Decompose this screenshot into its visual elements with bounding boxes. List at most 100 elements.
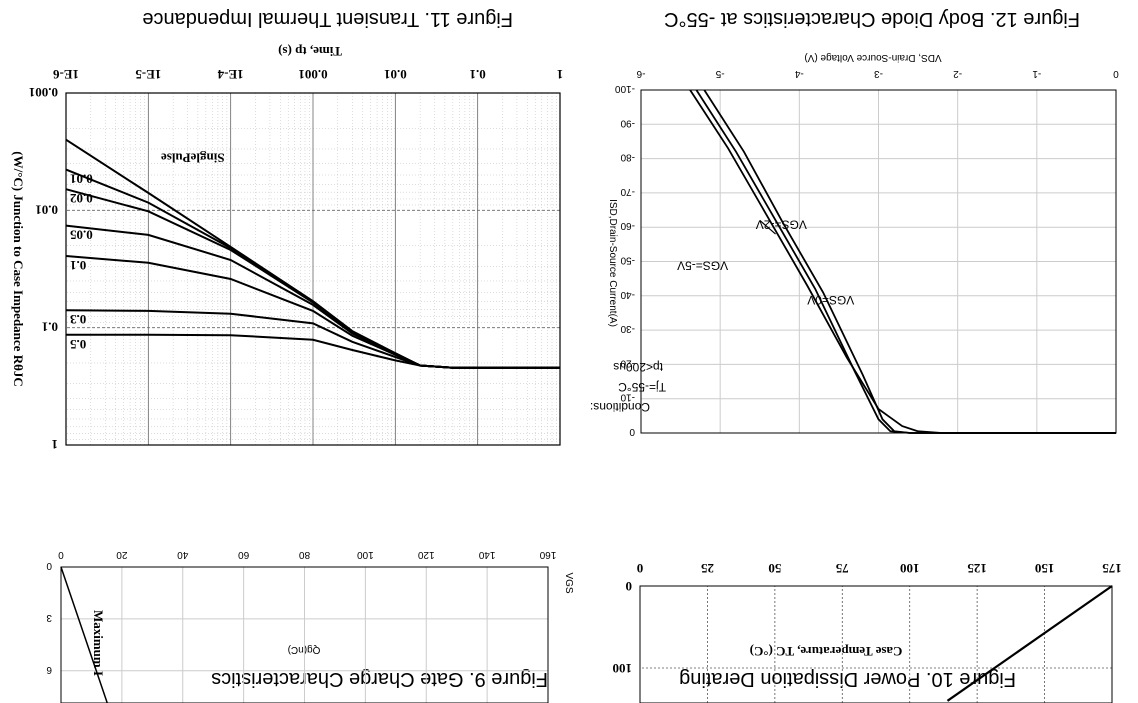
fig9-xtick-label: 160	[539, 549, 556, 560]
fig12-ytick-label: 0	[629, 426, 635, 437]
fig11-series-label: 0.01	[70, 172, 93, 187]
fig12-ytick-label: -80	[620, 152, 635, 163]
fig10-xlabel: Case Temperature, TC (°C)	[750, 644, 903, 659]
fig9-tick-labels: 0 20 40 60 80 100 120 140 160 0 3 6	[46, 549, 556, 675]
fig12-series-line	[703, 89, 1116, 434]
fig12-series-label: VGS=-5V	[677, 259, 728, 273]
fig9-xtick-label: 0	[58, 549, 64, 560]
fig12-arrow	[759, 219, 776, 235]
fig10-ylabel: Maximum I	[91, 610, 106, 676]
fig11-ylabel: (W/°C) Junction to Case Impedance RθJC	[11, 151, 26, 387]
fig11-xtick-label: 0.01	[384, 67, 407, 82]
fig11-transient-thermal-chart: Figure 11. Transient Thermal Impendance …	[11, 8, 563, 452]
fig10-xtick-label: 50	[768, 561, 781, 576]
fig9-xtick-label: 80	[299, 549, 311, 560]
fig10-xtick-label: 25	[700, 561, 714, 576]
fig10-xtick-label: 175	[1102, 561, 1122, 576]
fig11-series-label: 0.02	[70, 191, 93, 206]
fig12-tick-labels: -6 -5 -4 -3 -2 -1 0-100-90-80-70-60-50-40-30-2…	[615, 68, 1119, 437]
fig10-power-derating-chart: Figure 10. Power Dissipation Derating Ca…	[91, 561, 1122, 703]
fig12-plot-frame	[640, 89, 1117, 434]
fig10-ytick-label: 100	[613, 661, 633, 676]
fig11-xtick-label: 0.1	[470, 67, 486, 82]
fig12-xtick-label: -5	[715, 68, 724, 79]
fig9-ytick-label: 0	[46, 560, 52, 571]
fig12-xtick-label: -3	[874, 68, 883, 79]
fig12-xtick-label: 0	[1113, 68, 1119, 79]
fig12-ytick-label: -40	[620, 289, 635, 300]
fig11-xtick-label: 1	[557, 67, 564, 82]
fig12-tp: tp<200us	[613, 360, 663, 374]
fig9-gate-charge-chart: Figure 9. Gate Charge Characteristics Qg…	[46, 549, 574, 703]
fig11-tick-labels: 1E-6 1E-5 1E-4 0.001 0.01 0.1 1 0.001 0.01 0.1 1	[29, 67, 564, 452]
fig9-xtick-label: 100	[357, 549, 374, 560]
fig12-ytick-label: -100	[615, 83, 635, 94]
fig12-ytick-label: -90	[620, 117, 635, 128]
fig11-xtick-label: 1E-4	[217, 67, 244, 82]
fig12-ytick-label: -10	[620, 392, 635, 403]
fig12-series-label: VGS=-2V	[756, 217, 807, 231]
fig10-xtick-label: 150	[1035, 561, 1055, 576]
fig10-xtick-label: 125	[967, 561, 987, 576]
fig11-series-label: 0.05	[70, 228, 93, 243]
fig12-xtick-label: -2	[953, 68, 962, 79]
fig11-series-label: 0.1	[70, 258, 86, 273]
fig11-series-label: 0.3	[70, 312, 87, 327]
fig10-ytick-label: 0	[626, 579, 633, 594]
fig12-ytick-label: -70	[620, 186, 635, 197]
fig9-plot-frame	[60, 566, 549, 703]
fig10-title: Figure 10. Power Dissipation Derating	[679, 668, 1016, 690]
fig9-series	[60, 566, 115, 703]
fig11-ytick-label: 0.01	[35, 202, 58, 217]
fig11-ytick-label: 1	[52, 437, 59, 452]
fig12-xtick-label: -6	[636, 68, 645, 79]
fig9-series-line	[60, 566, 115, 703]
fig12-ytick-label: -30	[620, 323, 635, 334]
fig11-xtick-label: 1E-5	[135, 67, 162, 82]
fig10-plot-frame	[639, 585, 1113, 703]
fig11-grid	[65, 92, 561, 446]
fig10-xtick-label: 75	[835, 561, 849, 576]
fig9-title: Figure 9. Gate Charge Characteristics	[211, 668, 548, 690]
fig12-series: VGS=0V VGS=-2V VGS=-5V	[677, 89, 1116, 434]
fig9-ytick-label: 6	[46, 664, 52, 675]
fig12-conditions-title: Conditions:	[590, 400, 650, 414]
fig12-xlabel: VDS, Drain-Source Voltage (V)	[804, 52, 941, 63]
fig12-body-diode-chart: Figure 12. Body Diode Characteristics at…	[590, 8, 1119, 437]
fig12-ylabel: ISD,Drain-Source Current(A)	[607, 199, 618, 327]
fig12-series-label: VGS=0V	[807, 293, 854, 307]
fig11-series-label: SinglePulse	[161, 151, 225, 166]
fig12-xtick-label: -1	[1032, 68, 1041, 79]
fig12-ytick-label: -20	[620, 357, 635, 368]
fig10-series	[946, 585, 1113, 702]
fig10-tick-labels: 0 25 50 75 100 125 150 175 0 100	[613, 561, 1122, 676]
fig12-ytick-label: -50	[620, 255, 635, 266]
fig12-ytick-label: -60	[620, 220, 635, 231]
fig10-xtick-label: 100	[900, 561, 920, 576]
fig9-ylabel: VGS	[563, 572, 574, 593]
fig11-series-line	[66, 333, 560, 369]
fig11-title: Figure 11. Transient Thermal Impendance	[142, 8, 513, 30]
fig11-series: SinglePulse 0.01 0.02 0.05 0.1 0.3 0.5	[65, 138, 560, 369]
fig11-series-label: 0.5	[70, 337, 87, 352]
fig9-xtick-label: 40	[177, 549, 189, 560]
fig11-ytick-label: 0.001	[29, 85, 58, 100]
fig11-xlabel: Time, tp (s)	[278, 44, 342, 59]
fig12-annotations: Conditions: Tj=-55°C tp<200us	[590, 360, 666, 414]
fig12-xtick-label: -4	[794, 68, 803, 79]
fig11-ytick-label: 0.1	[42, 320, 58, 335]
fig11-xtick-label: 0.001	[298, 67, 327, 82]
fig10-xtick-label: 0	[637, 561, 644, 576]
fig9-xtick-label: 140	[478, 549, 495, 560]
fig10-series-line	[946, 585, 1113, 702]
fig9-ytick-label: 3	[46, 612, 52, 623]
fig11-plot-frame	[65, 92, 561, 446]
fig9-xtick-label: 120	[417, 549, 434, 560]
fig11-xtick-label: 1E-6	[53, 67, 80, 82]
fig9-xtick-label: 20	[116, 549, 128, 560]
fig12-title: Figure 12. Body Diode Characteristics at…	[664, 8, 1080, 30]
fig9-xtick-label: 60	[238, 549, 250, 560]
fig12-tj: Tj=-55°C	[618, 380, 666, 394]
